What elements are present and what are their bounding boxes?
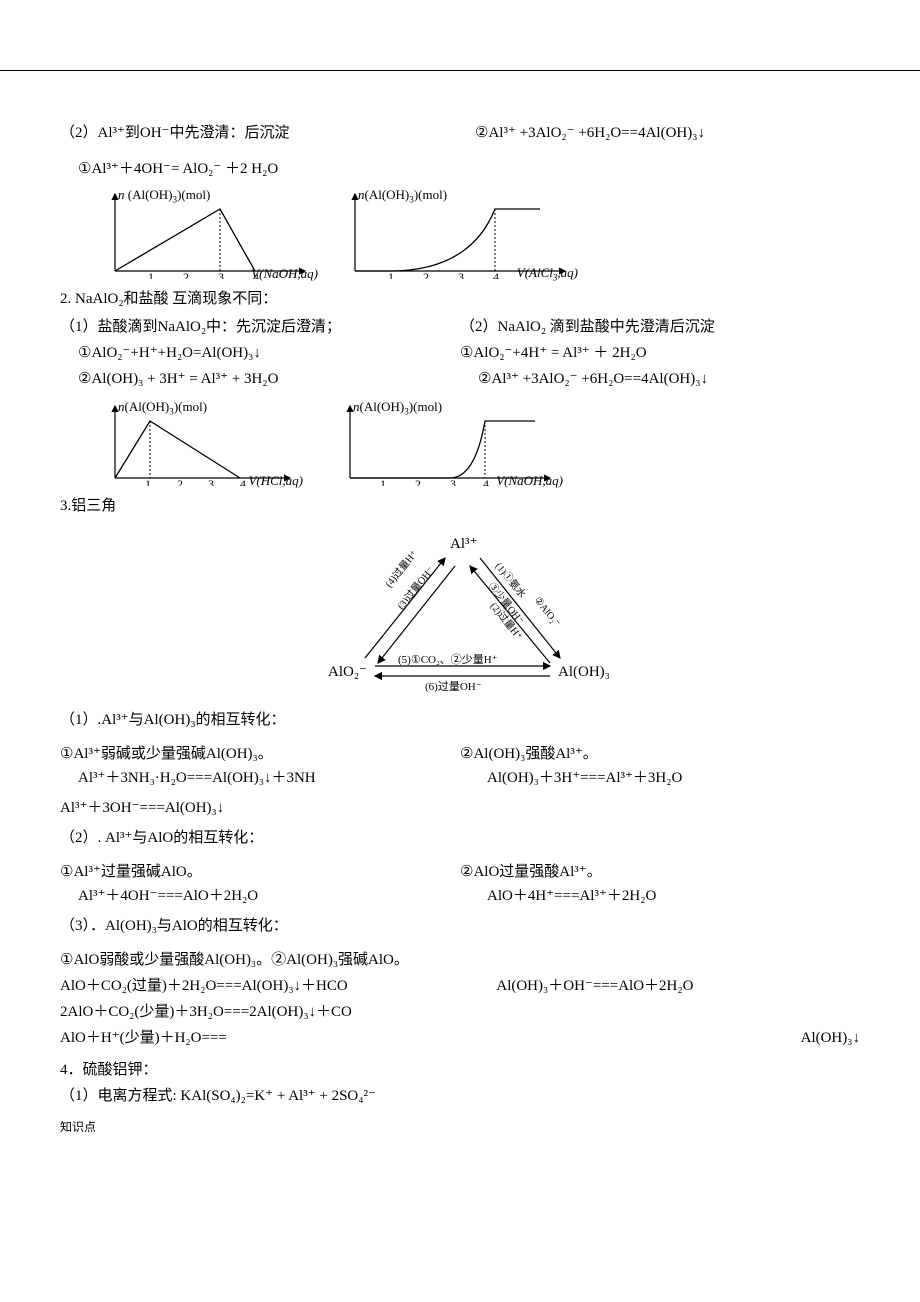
- sec2-right3: ②Al³⁺ +3AlO₂⁻ +6H₂O==4Al(OH)₃↓: [460, 367, 860, 391]
- conv-l1a: ①Al³⁺弱碱或少量强碱Al(OH)₃。: [60, 742, 460, 766]
- svg-text:4: 4: [483, 477, 489, 486]
- chart-d: n(Al(OH)3)(mol) 1 2 3 4 V(NaOH,aq): [335, 401, 555, 486]
- sec2-right2: ①AlO₂⁻+4H⁺ = Al³⁺ ＋ 2H₂O: [460, 341, 860, 365]
- conv-l4a: ①Al³⁺过量强碱AlO。: [60, 860, 460, 884]
- charts-row-2: n(Al(OH)3)(mol) 1 2 3 4 V(HCl,aq) n(Al(O…: [100, 401, 860, 486]
- svg-text:1: 1: [145, 477, 151, 486]
- sec2-right: （2）NaAlO₂ 滴到盐酸中先澄清后沉淀 ①AlO₂⁻+4H⁺ = Al³⁺ …: [460, 313, 860, 393]
- svg-text:2: 2: [183, 270, 189, 279]
- svg-text:4: 4: [493, 270, 499, 279]
- tri-right: Al(OH)₃: [558, 664, 610, 680]
- svg-text:4: 4: [240, 477, 246, 486]
- sec3-title: 3.铝三角: [60, 494, 860, 518]
- top-right-eq: ②Al³⁺ +3AlO₂⁻ +6H₂O==4Al(OH)₃↓: [445, 121, 860, 145]
- svg-text:1: 1: [388, 270, 394, 279]
- conv-h1: （1）.Al³⁺与Al(OH)₃的相互转化：: [60, 708, 860, 732]
- conv-h2: （2）. Al³⁺与AlO的相互转化：: [60, 826, 860, 850]
- conv-l5a: Al³⁺＋4OH⁻===AlO＋2H₂O: [60, 884, 451, 908]
- sec2-left: （1）盐酸滴到NaAlO₂中：先沉淀后澄清； ①AlO₂⁻+H⁺+H₂O=Al(…: [60, 313, 460, 393]
- conv-l7a: AlO＋CO₂(过量)＋2H₂O===Al(OH)₃↓＋HCO: [60, 974, 496, 998]
- chart-c-xlabel: V(HCl,aq): [248, 471, 303, 492]
- tri-left: AlO₂⁻: [328, 664, 367, 680]
- chart-b-ylabel: n(Al(OH)3)(mol): [358, 185, 447, 207]
- conv-l5b: AlO＋4H⁺===Al³⁺＋2H₂O: [451, 884, 860, 908]
- triangle-svg: Al³⁺ AlO₂⁻ Al(OH)₃ (4)过量H⁺ (3)过量OH⁻ (1)①…: [290, 528, 630, 698]
- top-eq1: ①Al³⁺＋4OH⁻= AlO₂⁻ ＋2 H₂O: [60, 157, 860, 181]
- conv-l1b: ②Al(OH)₃强酸Al³⁺。: [460, 742, 860, 766]
- svg-text:②AlO₂⁻: ②AlO₂⁻: [532, 595, 563, 629]
- svg-text:1: 1: [148, 270, 154, 279]
- svg-text:(6)过量OH⁻: (6)过量OH⁻: [425, 680, 482, 693]
- conv-r3: ①Al³⁺过量强碱AlO。 ②AlO过量强酸Al³⁺。: [60, 860, 860, 884]
- svg-text:3: 3: [208, 477, 214, 486]
- conv-l8: 2AlO＋CO₂(少量)＋3H₂O===2Al(OH)₃↓＋CO: [60, 1000, 860, 1024]
- conv-r5: AlO＋CO₂(过量)＋2H₂O===Al(OH)₃↓＋HCO Al(OH)₃＋…: [60, 974, 860, 998]
- conv-l9a: AlO＋H⁺(少量)＋H₂O===: [60, 1026, 780, 1050]
- sec2-title: 2. NaAlO₂和盐酸 互滴现象不同：: [60, 287, 860, 311]
- footnote: 知识点: [60, 1118, 860, 1137]
- conv-r2: Al³⁺＋3NH₃·H₂O===Al(OH)₃↓＋3NH Al(OH)₃＋3H⁺…: [60, 766, 860, 790]
- triangle-wrap: Al³⁺ AlO₂⁻ Al(OH)₃ (4)过量H⁺ (3)过量OH⁻ (1)①…: [60, 528, 860, 698]
- chart-d-xlabel: V(NaOH,aq): [496, 471, 563, 492]
- conv-l4b: ②AlO过量强酸Al³⁺。: [460, 860, 860, 884]
- chart-a-xlabel: V(NaOH,aq): [251, 264, 318, 285]
- conv-l2a: Al³⁺＋3NH₃·H₂O===Al(OH)₃↓＋3NH: [60, 766, 451, 790]
- chart-c: n(Al(OH)3)(mol) 1 2 3 4 V(HCl,aq): [100, 401, 295, 486]
- sec2-right1: （2）NaAlO₂ 滴到盐酸中先澄清后沉淀: [460, 315, 860, 339]
- svg-text:3: 3: [458, 270, 464, 279]
- conv-l3: Al³⁺＋3OH⁻===Al(OH)₃↓: [60, 796, 860, 820]
- sec4-eq: （1）电离方程式: KAl(SO₄)₂=K⁺ + Al³⁺ + 2SO₄²⁻: [60, 1084, 860, 1108]
- chart-a-ylabel: n (Al(OH)3)(mol): [118, 185, 210, 207]
- sec2-left3: ②Al(OH)₃ + 3H⁺ = Al³⁺ + 3H₂O: [60, 367, 460, 391]
- svg-text:2: 2: [423, 270, 429, 279]
- conv-r1: ①Al³⁺弱碱或少量强碱Al(OH)₃。 ②Al(OH)₃强酸Al³⁺。: [60, 742, 860, 766]
- sec2-row: （1）盐酸滴到NaAlO₂中：先沉淀后澄清； ①AlO₂⁻+H⁺+H₂O=Al(…: [60, 313, 860, 393]
- conv-h3: （3）．Al(OH)₃与AlO的相互转化：: [60, 914, 860, 938]
- chart-b: n(Al(OH)3)(mol) 1 2 3 4 V(AlCl3,aq): [340, 189, 570, 279]
- svg-text:3: 3: [450, 477, 456, 486]
- charts-row-1: n (Al(OH)3)(mol) 1 2 3 4 V(NaOH,aq) n(Al…: [100, 189, 860, 279]
- sec2-left2: ①AlO₂⁻+H⁺+H₂O=Al(OH)₃↓: [60, 341, 460, 365]
- conv-l6: ①AlO弱酸或少量强酸Al(OH)₃。②Al(OH)₃强碱AlO。: [60, 948, 860, 972]
- top-row: （2）Al³⁺到OH⁻中先澄清：后沉淀 ②Al³⁺ +3AlO₂⁻ +6H₂O=…: [60, 121, 860, 145]
- sec2-left1: （1）盐酸滴到NaAlO₂中：先沉淀后澄清；: [60, 315, 460, 339]
- conv-l2b: Al(OH)₃＋3H⁺===Al³⁺＋3H₂O: [451, 766, 860, 790]
- chart-a: n (Al(OH)3)(mol) 1 2 3 4 V(NaOH,aq): [100, 189, 310, 279]
- tri-top: Al³⁺: [450, 536, 477, 552]
- svg-text:2: 2: [177, 477, 183, 486]
- svg-text:2: 2: [415, 477, 421, 486]
- chart-b-xlabel: V(AlCl3,aq): [517, 263, 578, 285]
- conv-r6: AlO＋H⁺(少量)＋H₂O=== Al(OH)₃↓: [60, 1026, 860, 1050]
- conv-r4: Al³⁺＋4OH⁻===AlO＋2H₂O AlO＋4H⁺===Al³⁺＋2H₂O: [60, 884, 860, 908]
- svg-text:(5)①CO₂、②少量H⁺: (5)①CO₂、②少量H⁺: [398, 653, 498, 666]
- svg-text:1: 1: [380, 477, 386, 486]
- conv-l9b: Al(OH)₃↓: [780, 1026, 860, 1050]
- conv-l7b: Al(OH)₃＋OH⁻===AlO＋2H₂O: [496, 974, 860, 998]
- chart-c-ylabel: n(Al(OH)3)(mol): [118, 397, 207, 419]
- sec4-title: 4．硫酸铝钾：: [60, 1058, 860, 1082]
- top-left: （2）Al³⁺到OH⁻中先澄清：后沉淀: [60, 121, 445, 145]
- svg-text:3: 3: [218, 270, 224, 279]
- page: （2）Al³⁺到OH⁻中先澄清：后沉淀 ②Al³⁺ +3AlO₂⁻ +6H₂O=…: [0, 70, 920, 1167]
- chart-d-ylabel: n(Al(OH)3)(mol): [353, 397, 442, 419]
